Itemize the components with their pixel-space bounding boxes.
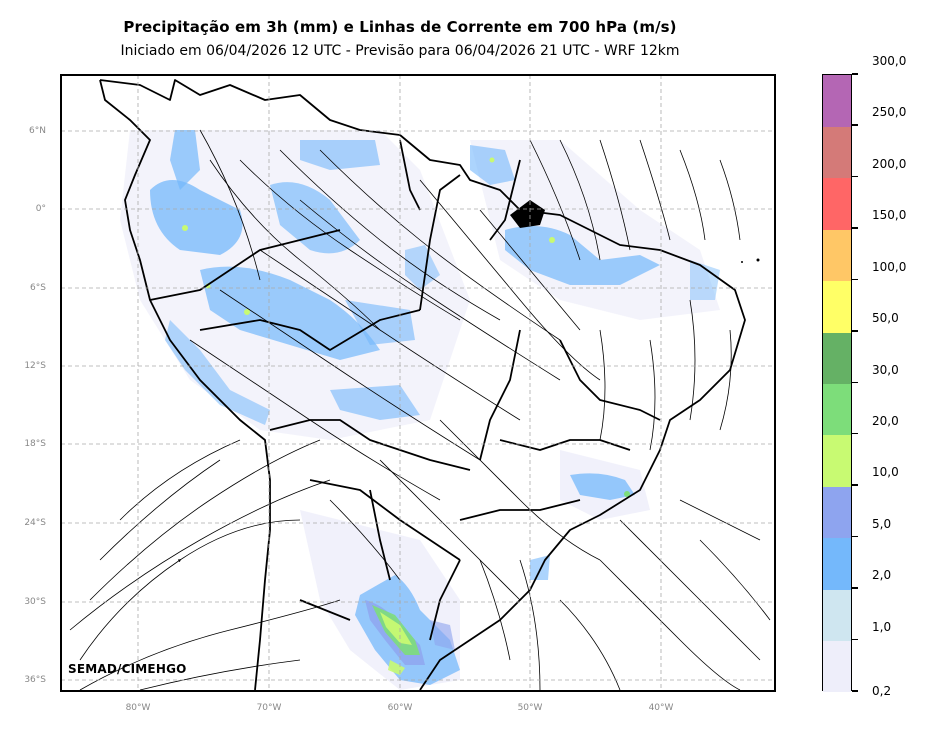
lat-label-0: 0° (35, 204, 46, 214)
lat-label-36s: 36°S (24, 675, 46, 685)
colorbar-segment (823, 537, 851, 590)
lon-label-50w: 50°W (517, 703, 543, 713)
map-frame (60, 74, 776, 692)
colorbar-tick (852, 330, 858, 332)
colorbar-tick (852, 638, 858, 641)
lat-label-6s: 6°S (30, 283, 46, 293)
colorbar-label: 2,0 (872, 568, 892, 583)
colorbar-segment (823, 486, 851, 539)
colorbar-segment (823, 589, 851, 642)
colorbar-tick (852, 484, 858, 486)
colorbar-label: 1,0 (872, 619, 892, 634)
lat-label-30s: 30°S (24, 597, 46, 607)
colorbar-tick (852, 381, 858, 383)
colorbar-segment (823, 434, 851, 487)
map-title: Precipitação em 3h (mm) e Linhas de Corr… (123, 18, 677, 36)
lon-label-40w: 40°W (648, 703, 674, 713)
colorbar-label: 100,0 (872, 259, 907, 274)
colorbar-label: 50,0 (872, 311, 899, 326)
colorbar-segment (823, 177, 851, 230)
colorbar-label: 250,0 (872, 105, 907, 120)
lat-label-6n: 6°N (29, 126, 46, 136)
colorbar-label: 10,0 (872, 465, 899, 480)
colorbar-label: 200,0 (872, 156, 907, 171)
colorbar-tick (852, 535, 858, 538)
streamlines (69, 129, 771, 691)
lon-label-70w: 70°W (256, 703, 282, 713)
colorbar-tick (852, 175, 858, 178)
colorbar-label: 300,0 (872, 54, 907, 68)
colorbar-tick (852, 124, 858, 126)
colorbar-label: 20,0 (872, 413, 899, 428)
colorbar-segment (823, 126, 851, 179)
colorbar-label: 30,0 (872, 362, 899, 377)
lat-label-24s: 24°S (24, 518, 46, 528)
colorbar-tick (852, 690, 858, 692)
credit-label: SEMAD/CIMEHGO (68, 662, 187, 676)
lat-label-18s: 18°S (24, 439, 46, 449)
island-marker (510, 200, 545, 228)
colorbar-segment (823, 383, 851, 436)
precipitation-field (120, 130, 720, 690)
lon-label-60w: 60°W (387, 703, 413, 713)
colorbar-segment (823, 332, 851, 384)
colorbar-label: 150,0 (872, 208, 907, 223)
colorbar-segment (823, 75, 851, 127)
lat-label-12s: 12°S (24, 361, 46, 371)
map-subtitle: Iniciado em 06/04/2026 12 UTC - Previsão… (120, 43, 680, 59)
colorbar-label: 5,0 (872, 516, 892, 531)
gridlines (61, 75, 775, 691)
colorbar-tick (852, 278, 858, 281)
colorbar-tick (852, 73, 858, 75)
colorbar-segment (823, 280, 851, 333)
colorbar-tick (852, 432, 858, 435)
colorbar-label: 0,2 (872, 684, 892, 698)
colorbar-tick (852, 587, 858, 589)
colorbar-segment (823, 640, 851, 693)
colorbar-segment (823, 229, 851, 282)
colorbar-tick (852, 227, 858, 229)
lon-label-80w: 80°W (125, 703, 151, 713)
colorbar (822, 74, 852, 693)
